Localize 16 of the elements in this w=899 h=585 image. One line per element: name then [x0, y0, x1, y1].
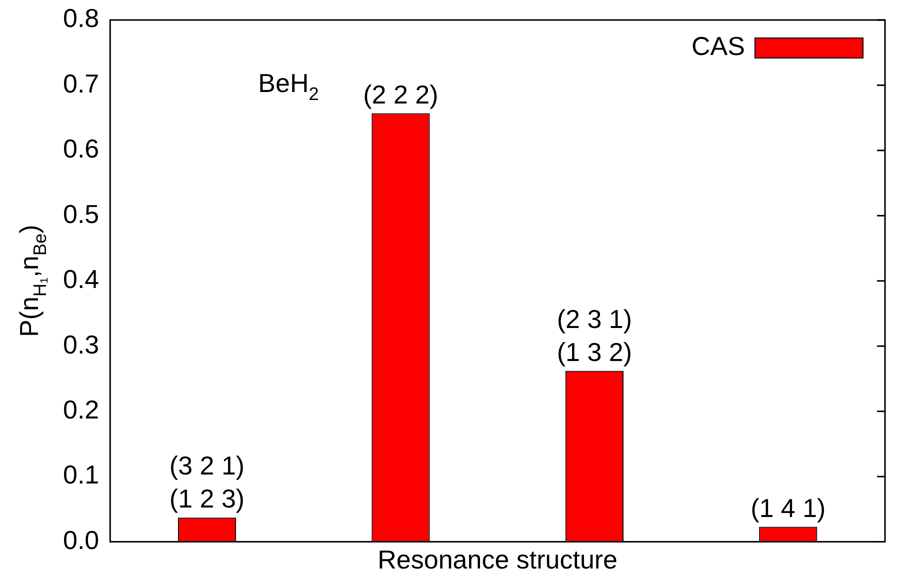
y-tick-label: 0.8: [62, 3, 100, 34]
y-tick-label: 0.6: [62, 134, 100, 164]
y-tick-label: 0.7: [62, 68, 100, 98]
x-axis-title: Resonance structure: [378, 544, 618, 575]
y-tick-label: 0.4: [62, 264, 100, 294]
text: (2 2 2): [363, 79, 438, 110]
text: (3 2 1) (1 2 3): [169, 450, 245, 514]
y-tick-label: 0.0: [62, 524, 100, 555]
y-tick-label: 0.5: [62, 198, 100, 229]
y-axis-title: P(nH₁,nBe): [14, 224, 50, 338]
y-tick-label: 0.3: [62, 329, 100, 360]
legend-label: CAS: [692, 31, 745, 62]
text: (1 4 1): [750, 492, 826, 523]
y-tick-label: 0.1: [62, 460, 100, 490]
y-tick-label: 0.2: [62, 394, 100, 425]
text: (2 3 1) (1 3 2): [556, 304, 632, 367]
